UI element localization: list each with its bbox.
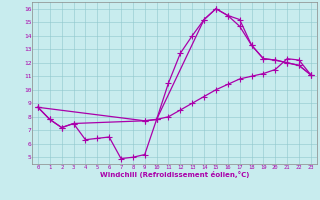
X-axis label: Windchill (Refroidissement éolien,°C): Windchill (Refroidissement éolien,°C) xyxy=(100,171,249,178)
